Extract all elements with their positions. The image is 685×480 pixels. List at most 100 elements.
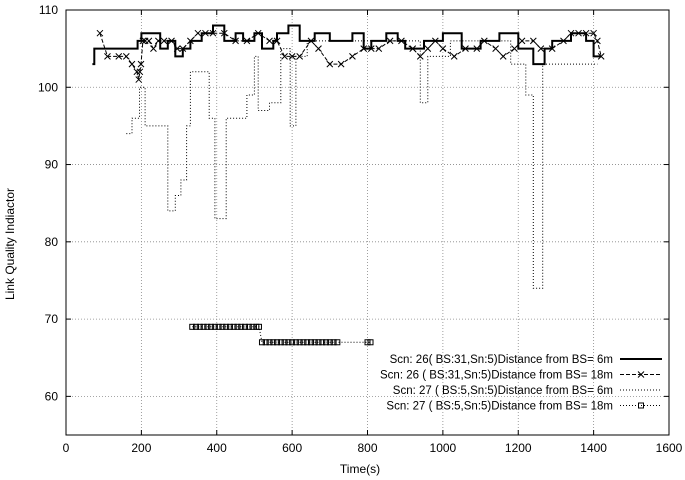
series-2-point (273, 37, 281, 45)
y-tick-label: 80 (45, 235, 59, 249)
series-2-point (194, 29, 202, 37)
series-2-point (173, 45, 181, 52)
series-2-point (560, 37, 567, 45)
series-2-point (567, 29, 575, 37)
series-4-point (230, 323, 237, 330)
series-2-point (202, 29, 209, 37)
series-4-point (226, 323, 233, 330)
series-4-point (234, 323, 241, 330)
axes: 0 200 400 600 800 1000 1200 1400 1600 60 70 80 90 100… (38, 3, 683, 455)
series-1-line (92, 24, 602, 66)
series-2-point (594, 37, 601, 45)
series-2-point (243, 37, 251, 45)
series-2-point (281, 53, 288, 60)
series-4-point (242, 323, 249, 330)
series-4-point (223, 323, 230, 330)
series-4-point (245, 323, 252, 330)
series-2-point (266, 37, 273, 45)
series-2-point (128, 60, 136, 68)
series-2-point (409, 45, 417, 52)
series-2-point (416, 53, 424, 60)
series-2-point (548, 45, 556, 52)
y-axis-title: Link Quality Indiactor (3, 188, 17, 300)
series-4 (189, 323, 374, 346)
series-2-point (168, 37, 175, 45)
y-tick-label: 60 (45, 389, 59, 403)
series-4-point (249, 323, 256, 330)
series-4-point (307, 339, 314, 346)
series-1 (92, 24, 602, 66)
series-3-line (126, 40, 598, 289)
series-2-point (145, 37, 153, 45)
x-tick-label: 1000 (430, 441, 457, 455)
series-2-line (99, 32, 602, 80)
y-tick-label: 100 (38, 80, 58, 94)
series-2-point (492, 45, 499, 52)
series-2-point (135, 76, 143, 83)
x-tick-label: 1400 (580, 441, 607, 455)
x-tick-label: 0 (63, 441, 70, 455)
series-2-point (115, 53, 123, 60)
legend-marker-2 (637, 371, 645, 378)
series-2-point (254, 29, 262, 37)
series-2-point (499, 53, 507, 60)
x-tick-label: 1600 (656, 441, 683, 455)
x-tick-label: 400 (207, 441, 227, 455)
series-2-point (450, 53, 458, 60)
series-4-point (300, 339, 307, 346)
series-3 (126, 40, 598, 289)
series-4-point (258, 339, 265, 346)
series-4-point (262, 339, 269, 346)
series-2-point (582, 29, 590, 37)
legend: Scn: 26( BS:31,Sn:5)Distance from BS= 6m… (380, 354, 662, 413)
series-2-point (398, 37, 405, 45)
series-2-point (375, 45, 383, 52)
series-2-point (296, 53, 304, 60)
series-2-point (367, 45, 375, 52)
x-tick-label: 1200 (505, 441, 532, 455)
series-2-point (220, 29, 228, 37)
series-4-point (238, 323, 245, 330)
series-2-point (537, 45, 545, 52)
series-2-point (209, 29, 217, 37)
series-4-point (319, 339, 326, 346)
series-2-point (439, 45, 447, 52)
series-4-point (311, 339, 318, 346)
series-2-point (590, 29, 597, 37)
legend-label-2: Scn: 26 ( BS:31,Sn:5)Distance from BS= 1… (380, 370, 613, 382)
grid (66, 10, 669, 435)
series-2-point (187, 37, 194, 45)
series-4-point (296, 339, 303, 346)
series-2-point (139, 37, 147, 45)
series-4-point (330, 339, 337, 346)
series-4-point (208, 323, 215, 330)
series-2-point (337, 60, 345, 68)
series-4-point (193, 323, 200, 330)
x-tick-label: 800 (357, 441, 377, 455)
y-tick-label: 70 (45, 312, 59, 326)
series-4-point (270, 339, 277, 346)
series-2-point (575, 29, 582, 37)
series-2-point (137, 60, 145, 68)
series-4-point (219, 323, 226, 330)
series-4-point (211, 323, 218, 330)
series-4-point (367, 339, 374, 346)
x-tick-label: 200 (131, 441, 151, 455)
series-2-point (179, 45, 187, 52)
series-4-point (277, 339, 284, 346)
series-4-point (204, 323, 211, 330)
x-axis-title: Time(s) (340, 462, 380, 476)
series-2-point (518, 37, 526, 45)
series-4-point (200, 323, 207, 330)
series-4-point (315, 339, 322, 346)
series-4-point (326, 339, 333, 346)
series-4-point (364, 339, 371, 346)
x-tick-label: 600 (282, 441, 302, 455)
series-2-point (154, 37, 162, 45)
series-2-point (424, 45, 432, 52)
series-2-point (597, 53, 605, 60)
y-tick-label: 90 (45, 158, 59, 172)
series-4-point (255, 323, 262, 330)
